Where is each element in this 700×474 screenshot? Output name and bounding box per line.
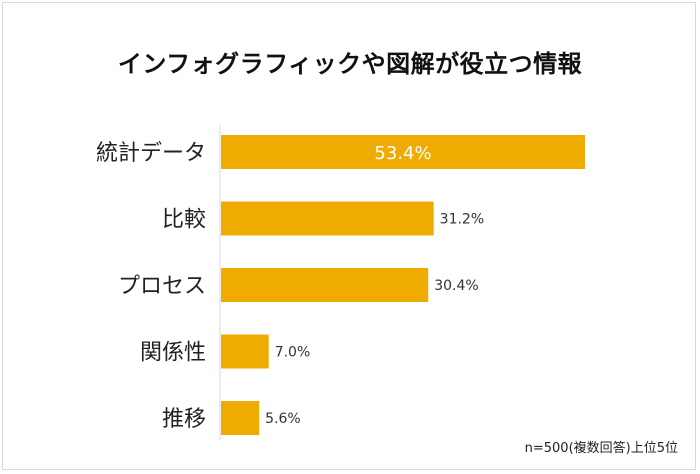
category-label-1: 統計データ — [96, 141, 206, 166]
bar-3 — [221, 268, 429, 302]
sample-note: n=500(複数回答)上位5位 — [524, 441, 678, 456]
category-label-5: 推移 — [162, 407, 206, 432]
category-label-4: 関係性 — [140, 341, 206, 366]
category-label-3: プロセス — [118, 274, 206, 299]
bar-4 — [221, 334, 269, 369]
chart-frame — [2, 2, 696, 470]
value-label-3: 30.4% — [434, 278, 478, 294]
value-label-4: 7.0% — [275, 345, 311, 361]
value-label-2: 31.2% — [440, 212, 484, 228]
bar-5 — [221, 401, 260, 435]
value-label-5: 5.6% — [265, 411, 301, 427]
bar-1 — [221, 135, 585, 169]
bar-2 — [221, 201, 434, 236]
value-label-1: 53.4% — [374, 143, 431, 164]
bars-group: 統計データ 53.4% 比較 31.2% プロセス 30.4% 関係性 7.0% 推移 5.6% — [96, 135, 585, 435]
category-label-2: 比較 — [162, 208, 206, 233]
chart-title: インフォグラフィックや図解が役立つ情報 — [117, 50, 583, 78]
